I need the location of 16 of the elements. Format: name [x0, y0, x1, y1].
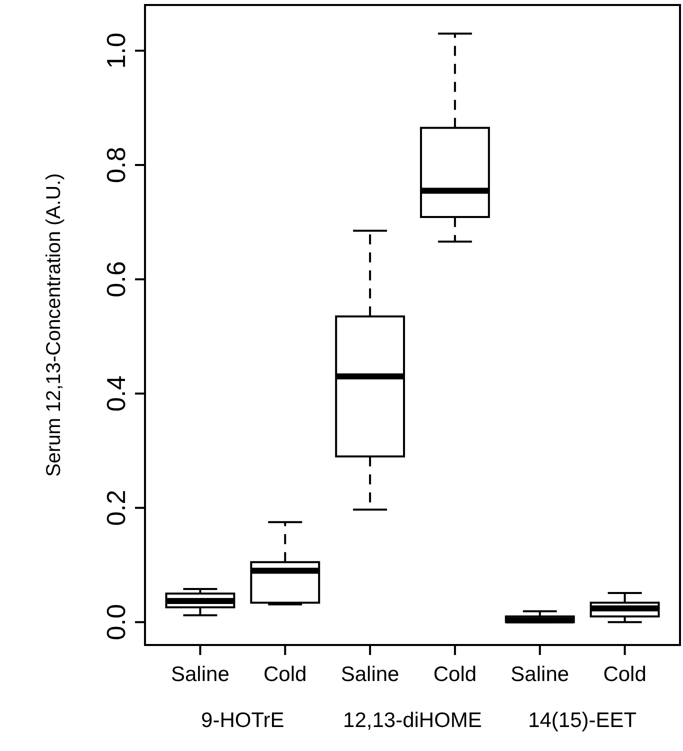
x-tick-label: Cold — [603, 663, 646, 686]
y-tick-label: 0.2 — [101, 490, 131, 526]
x-tick-label: Saline — [171, 663, 230, 686]
text: 9-HOTrE — [201, 709, 284, 732]
y-axis-title: Serum 12,13-Concentration (A.U.) — [43, 173, 65, 477]
y-tick-label: 0.6 — [101, 261, 131, 298]
y-tick-label: 0.0 — [101, 604, 131, 640]
y-tick-label: 0.4 — [101, 375, 131, 412]
text: 14(15)-EET — [528, 709, 637, 732]
x-tick-label: Saline — [340, 663, 400, 686]
text: 12,13-diHOME — [343, 709, 482, 732]
y-tick-label: 0.8 — [101, 146, 131, 184]
y-tick-label: 1.0 — [101, 32, 131, 69]
x-tick-label: Cold — [433, 663, 477, 686]
x-tick-label: Saline — [510, 663, 570, 686]
x-tick-label: Cold — [264, 663, 307, 686]
